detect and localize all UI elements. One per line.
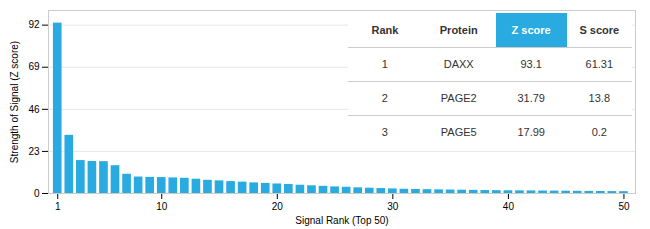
html-text:17.99: 17.99 bbox=[517, 126, 545, 139]
html-text:Protein: Protein bbox=[439, 23, 478, 36]
html-text:S score: S score bbox=[579, 23, 620, 36]
html-text:DAXX: DAXX bbox=[443, 58, 474, 70]
html-text:13.8: 13.8 bbox=[588, 92, 610, 104]
svg-text:69: 69 bbox=[28, 61, 40, 72]
html-text:Z score: Z score bbox=[511, 23, 551, 36]
html-text:1: 1 bbox=[381, 58, 388, 70]
html-text:PAGE5: PAGE5 bbox=[440, 126, 477, 139]
svg-text:92: 92 bbox=[28, 19, 40, 30]
svg-text:30: 30 bbox=[387, 201, 399, 212]
svg-text:20: 20 bbox=[272, 201, 284, 212]
svg-text:40: 40 bbox=[503, 201, 515, 212]
svg-text:Signal Rank (Top 50): Signal Rank (Top 50) bbox=[295, 215, 388, 226]
html-text:Rank: Rank bbox=[371, 23, 399, 36]
svg-text:50: 50 bbox=[618, 201, 630, 212]
svg-text:1: 1 bbox=[55, 201, 61, 212]
html-text:93.1: 93.1 bbox=[520, 58, 542, 70]
html-text:3: 3 bbox=[381, 126, 388, 139]
html-text:0.2: 0.2 bbox=[591, 126, 607, 139]
svg-text:23: 23 bbox=[28, 146, 40, 157]
html-text:61.31: 61.31 bbox=[585, 58, 614, 70]
svg-text:46: 46 bbox=[28, 104, 40, 115]
html-text:PAGE2: PAGE2 bbox=[440, 92, 477, 104]
html-text:31.79: 31.79 bbox=[517, 92, 545, 104]
svg-text:10: 10 bbox=[156, 201, 168, 212]
svg-text:0: 0 bbox=[34, 188, 40, 199]
html-text:2: 2 bbox=[381, 92, 388, 104]
svg-text:Strength of Signal (Z score): Strength of Signal (Z score) bbox=[9, 41, 20, 163]
